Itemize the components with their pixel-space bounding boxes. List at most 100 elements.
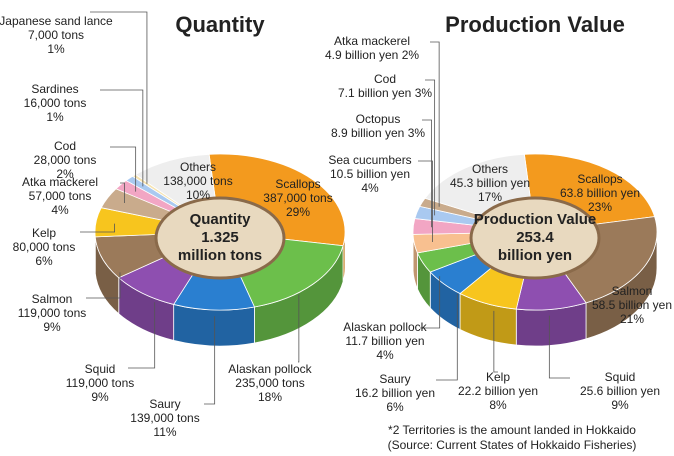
value-label: 16,000 tons xyxy=(24,96,87,110)
value-label: 7.1 billion yen xyxy=(338,86,411,100)
value-label: 235,000 tons xyxy=(235,376,304,390)
slice-value: 7.1 billion yen 3% xyxy=(338,86,432,100)
slice-name: Atka mackerel xyxy=(334,34,410,48)
leader-line xyxy=(110,146,137,192)
slice-name: Saury xyxy=(379,372,410,386)
share-label: 1% xyxy=(46,110,64,124)
leader-line xyxy=(120,182,125,204)
share-label: 9% xyxy=(611,398,629,412)
value-label: 25.6 billion yen xyxy=(580,384,660,398)
slice-name: Alaskan pollock xyxy=(228,362,312,376)
leader-line xyxy=(128,302,156,369)
pie xyxy=(412,153,658,347)
center-disc xyxy=(154,196,286,280)
center-disc xyxy=(469,196,601,280)
slice-name: Scallops xyxy=(275,177,320,191)
leader-line xyxy=(80,223,116,233)
leader-line xyxy=(425,79,436,216)
slice-side xyxy=(173,303,255,347)
slice-name: Japanese sand lance xyxy=(0,14,113,28)
share-label: 3% xyxy=(415,86,433,100)
value-label: 387,000 tons xyxy=(263,191,332,205)
share-label: 8% xyxy=(489,398,507,412)
slice-name: Alaskan pollock xyxy=(343,320,427,334)
footnote: *2 Territories is the amount landed in H… xyxy=(388,423,636,437)
chart-title: Production Value xyxy=(445,12,625,37)
value-label: 139,000 tons xyxy=(130,411,199,425)
share-label: 6% xyxy=(35,254,53,268)
slice-name: Squid xyxy=(85,362,116,376)
share-label: 18% xyxy=(258,390,282,404)
slice-value: 8.9 billion yen 3% xyxy=(331,126,425,140)
value-label: 138,000 tons xyxy=(163,174,232,188)
value-label: 119,000 tons xyxy=(18,306,87,320)
value-label: 16.2 billion yen xyxy=(355,386,435,400)
slice-name: Others xyxy=(180,160,216,174)
share-label: 10% xyxy=(186,188,210,202)
leader-line xyxy=(90,11,148,184)
slice-name: Others xyxy=(472,162,508,176)
leader-line xyxy=(100,89,144,187)
leader-line xyxy=(548,315,570,379)
slice-name: Octopus xyxy=(356,112,401,126)
slice-name: Kelp xyxy=(486,370,510,384)
share-label: 9% xyxy=(43,320,61,334)
slice-name: Saury xyxy=(149,397,180,411)
leader-line xyxy=(420,276,441,329)
value-label: 57,000 tons xyxy=(29,189,92,203)
chart-title: Quantity xyxy=(175,12,265,37)
share-label: 23% xyxy=(588,200,612,214)
center-label: Production Value xyxy=(474,211,597,228)
value-label: 119,000 tons xyxy=(66,376,135,390)
center-label: 1.325 xyxy=(201,229,239,246)
footnote: (Source: Current States of Hokkaido Fish… xyxy=(388,438,637,452)
share-label: 4% xyxy=(376,348,394,362)
share-label: 17% xyxy=(478,190,502,204)
leader-line xyxy=(430,41,440,207)
leader-line xyxy=(422,119,432,228)
center-label: 253.4 xyxy=(516,229,554,246)
slice-value: 4.9 billion yen 2% xyxy=(325,48,419,62)
slice-name: Cod xyxy=(374,72,396,86)
leader-line xyxy=(418,160,433,242)
leader-line xyxy=(204,316,216,405)
share-label: 21% xyxy=(620,312,644,326)
value-label: 10.5 billion yen xyxy=(330,167,410,181)
share-label: 11% xyxy=(153,425,176,439)
slice-name: Sea cucumbers xyxy=(328,153,411,167)
share-label: 3% xyxy=(408,126,426,140)
slice-name: Atka mackerel xyxy=(22,175,98,189)
value-label: 11.7 billion yen xyxy=(345,334,424,348)
center-label: Quantity xyxy=(190,211,251,228)
share-label: 4% xyxy=(361,181,379,195)
value-label: 4.9 billion yen xyxy=(325,48,398,62)
value-label: 63.8 billion yen xyxy=(560,186,640,200)
share-label: 4% xyxy=(51,203,69,217)
slice-name: Squid xyxy=(605,370,636,384)
share-label: 6% xyxy=(386,400,404,414)
slice-name: Sardines xyxy=(31,82,78,96)
center-label: million tons xyxy=(178,247,262,264)
slice-name: Scallops xyxy=(577,172,622,186)
leader-line xyxy=(436,293,458,381)
center-label: billion yen xyxy=(498,247,572,264)
slice-name: Cod xyxy=(54,139,76,153)
share-label: 1% xyxy=(47,42,65,56)
value-label: 45.3 billion yen xyxy=(450,176,530,190)
slice-name: Salmon xyxy=(612,284,653,298)
leader-line xyxy=(86,272,121,299)
slice-name: Kelp xyxy=(32,226,56,240)
value-label: 7,000 tons xyxy=(28,28,84,42)
value-label: 28,000 tons xyxy=(34,153,97,167)
share-label: 2% xyxy=(402,48,420,62)
value-label: 22.2 billion yen xyxy=(458,384,538,398)
value-label: 80,000 tons xyxy=(13,240,76,254)
leader-line xyxy=(493,310,498,373)
share-label: 2% xyxy=(56,167,74,181)
value-label: 8.9 billion yen xyxy=(331,126,404,140)
leader-line xyxy=(298,294,300,363)
share-label: 29% xyxy=(286,205,310,219)
share-label: 9% xyxy=(91,390,109,404)
slice-name: Salmon xyxy=(32,292,73,306)
